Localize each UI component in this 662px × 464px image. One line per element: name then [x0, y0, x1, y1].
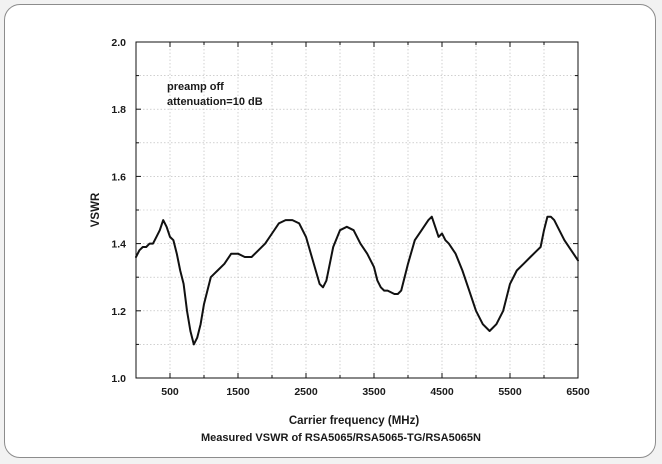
y-tick-labels: 1.0 1.2 1.4 1.6 1.8 2.0 [111, 37, 126, 385]
y-tick-label: 1.2 [111, 306, 126, 318]
grid-lines [136, 42, 578, 378]
y-axis-title: VSWR [90, 192, 102, 227]
x-tick-label: 4500 [430, 386, 454, 398]
x-tick-label: 2500 [294, 386, 318, 398]
x-axis-title: Carrier frequency (MHz) [289, 415, 420, 427]
y-tick-label: 1.8 [111, 104, 126, 116]
vswr-series-line [135, 215, 579, 346]
chart-caption: Measured VSWR of RSA5065/RSA5065-TG/RSA5… [201, 432, 481, 444]
y-tick-label: 1.6 [111, 171, 126, 183]
x-tick-label: 500 [161, 386, 179, 398]
x-tick-labels: 500 1500 2500 3500 4500 5500 6500 [161, 386, 590, 398]
x-tick-label: 3500 [362, 386, 386, 398]
tick-marks [135, 41, 579, 379]
chart-card [4, 4, 656, 458]
x-tick-label: 1500 [226, 386, 250, 398]
x-tick-label: 5500 [498, 386, 522, 398]
y-tick-label: 2.0 [111, 37, 126, 49]
y-tick-label: 1.4 [111, 239, 126, 251]
annotation-attenuation: attenuation=10 dB [167, 96, 263, 108]
y-tick-label: 1.0 [111, 373, 126, 385]
annotation-preamp: preamp off [167, 81, 224, 93]
x-tick-label: 6500 [566, 386, 590, 398]
